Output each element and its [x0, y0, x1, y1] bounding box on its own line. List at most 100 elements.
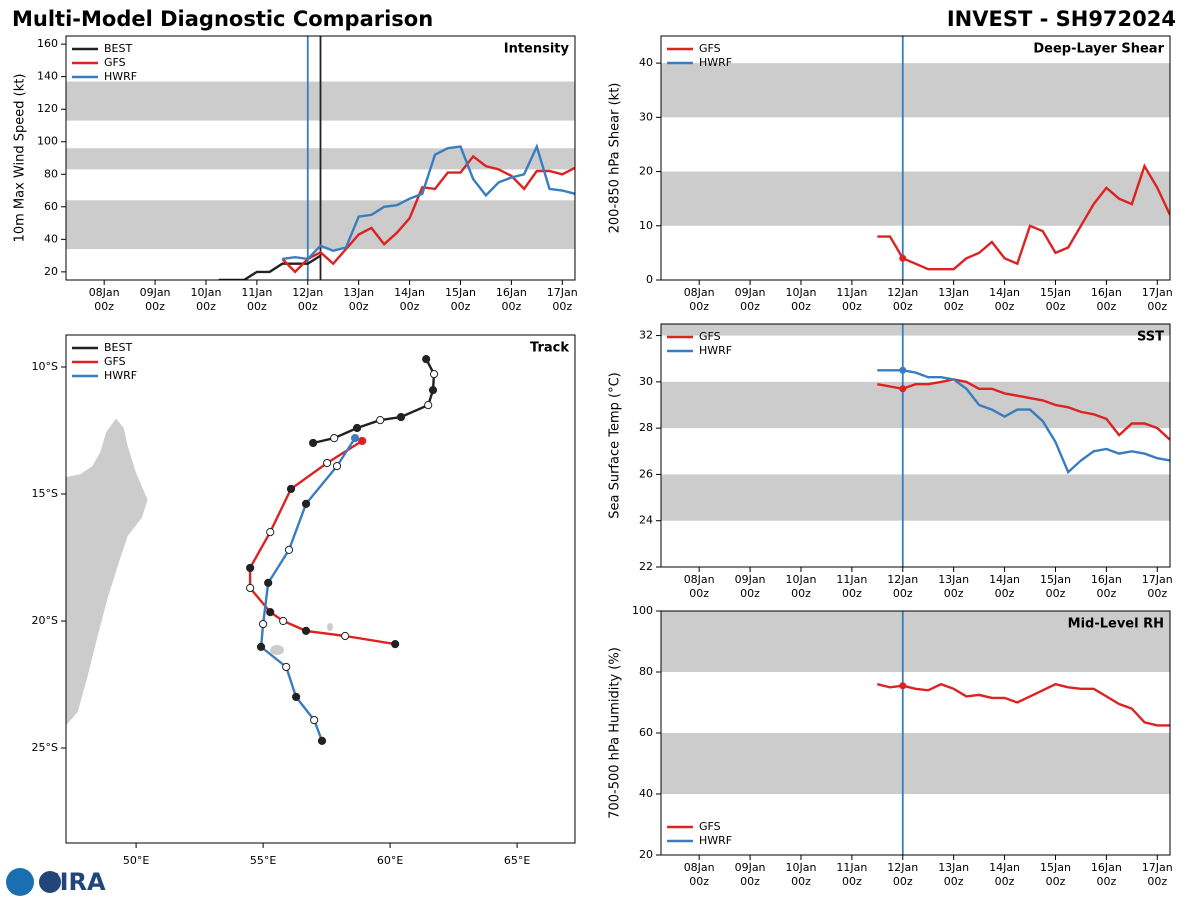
track-point — [301, 626, 311, 636]
x-tick-label: 15Jan 00z — [1039, 573, 1071, 600]
y-tick-label: 10°S — [32, 360, 58, 373]
x-tick-label: 15Jan 00z — [444, 286, 476, 313]
series-line — [259, 437, 357, 742]
track-point — [358, 436, 367, 446]
x-tick-label: 11Jan 00z — [836, 861, 868, 888]
y-tick-label: 60 — [44, 200, 58, 213]
y-tick-label: 20 — [639, 848, 653, 861]
band — [661, 611, 1170, 672]
y-tick-label: 26 — [639, 467, 653, 480]
track-point — [266, 608, 275, 617]
chart-title: SST — [1137, 330, 1164, 345]
x-tick-label: 12Jan 00z — [887, 286, 919, 313]
y-axis-label: 10m Max Wind Speed (kt) — [13, 74, 28, 243]
y-tick-label: 60 — [639, 726, 653, 739]
x-tick-label: 14Jan 00z — [989, 573, 1021, 600]
plot-area — [661, 324, 1170, 567]
logo-icon — [6, 868, 34, 896]
x-tick-label: 55°E — [250, 854, 276, 867]
track-point — [330, 434, 339, 443]
track-point — [301, 499, 311, 509]
x-tick-label: 60°E — [377, 854, 403, 867]
y-tick-label: 32 — [639, 329, 653, 342]
axes-frame — [65, 35, 576, 281]
y-tick-label: 40 — [639, 56, 653, 69]
legend-label: HWRF — [699, 344, 732, 357]
track-point — [317, 736, 327, 745]
page-title: Multi-Model Diagnostic Comparison — [12, 7, 433, 31]
y-tick-label: 24 — [639, 514, 653, 527]
x-tick-label: 12Jan 00z — [292, 286, 324, 313]
y-tick-label: 28 — [639, 421, 653, 434]
axes-frame — [660, 35, 1171, 281]
y-tick-label: 100 — [37, 135, 58, 148]
legend-label: BEST — [104, 341, 132, 354]
band — [661, 474, 1170, 521]
series-line — [312, 358, 436, 445]
y-tick-label: 25°S — [32, 741, 58, 754]
legend-label: HWRF — [104, 70, 137, 83]
x-tick-label: 17Jan 00z — [546, 286, 578, 313]
track-point — [376, 415, 385, 425]
x-tick-label: 13Jan 00z — [938, 861, 970, 888]
y-tick-label: 20°S — [32, 614, 58, 627]
x-tick-label: 12Jan 00z — [887, 861, 919, 888]
track-point — [266, 528, 275, 537]
chart-title: Mid-Level RH — [1068, 617, 1164, 632]
chart-title: Track — [530, 341, 569, 356]
track-point — [246, 583, 255, 593]
y-tick-label: 22 — [639, 560, 653, 573]
logo-text: CIRA — [42, 868, 106, 896]
storm-name: INVEST - SH972024 — [947, 7, 1176, 31]
madagascar — [66, 417, 149, 727]
y-tick-label: 80 — [639, 665, 653, 678]
band — [661, 324, 1170, 336]
x-tick-label: 13Jan 00z — [938, 286, 970, 313]
legend-label: GFS — [104, 355, 126, 368]
track-point — [279, 616, 288, 626]
x-tick-label: 08Jan 00z — [88, 286, 120, 313]
track-point — [341, 631, 350, 641]
x-tick-label: 13Jan 00z — [938, 573, 970, 600]
x-tick-label: 14Jan 00z — [989, 861, 1021, 888]
legend-label: HWRF — [699, 834, 732, 847]
axes-frame — [660, 323, 1171, 568]
track-point — [258, 619, 268, 629]
x-tick-label: 16Jan 00z — [1090, 286, 1122, 313]
y-tick-label: 20 — [44, 265, 58, 278]
x-tick-label: 08Jan 00z — [683, 861, 715, 888]
series-line — [877, 369, 1170, 475]
y-tick-label: 40 — [639, 787, 653, 800]
track-point — [264, 578, 273, 588]
x-tick-label: 11Jan 00z — [836, 286, 868, 313]
track-point — [396, 412, 406, 422]
legend-label: HWRF — [104, 369, 137, 382]
x-tick-label: 08Jan 00z — [683, 573, 715, 600]
series-line — [877, 682, 1170, 727]
plot-area — [246, 355, 439, 745]
x-tick-label: 10Jan 00z — [190, 286, 222, 313]
band — [661, 381, 1170, 429]
x-tick-label: 11Jan 00z — [836, 573, 868, 600]
track-point — [429, 370, 439, 379]
island — [270, 645, 284, 655]
x-tick-label: 15Jan 00z — [1039, 286, 1071, 313]
x-tick-label: 10Jan 00z — [785, 286, 817, 313]
x-tick-label: 65°E — [504, 854, 530, 867]
track-point — [350, 434, 360, 443]
x-tick-label: 09Jan 00z — [734, 286, 766, 313]
series-marker — [899, 366, 907, 374]
axes-frame — [65, 334, 576, 844]
track-point — [352, 423, 362, 433]
y-axis-label: Sea Surface Temp (°C) — [608, 372, 623, 519]
band — [661, 171, 1170, 226]
y-tick-label: 30 — [639, 375, 653, 388]
x-tick-label: 08Jan 00z — [683, 286, 715, 313]
plot-area — [66, 36, 575, 280]
legend-label: GFS — [699, 42, 721, 55]
y-tick-label: 20 — [639, 165, 653, 178]
x-tick-label: 09Jan 00z — [139, 286, 171, 313]
series-line — [877, 163, 1170, 271]
y-tick-label: 10 — [639, 219, 653, 232]
x-tick-label: 11Jan 00z — [241, 286, 273, 313]
